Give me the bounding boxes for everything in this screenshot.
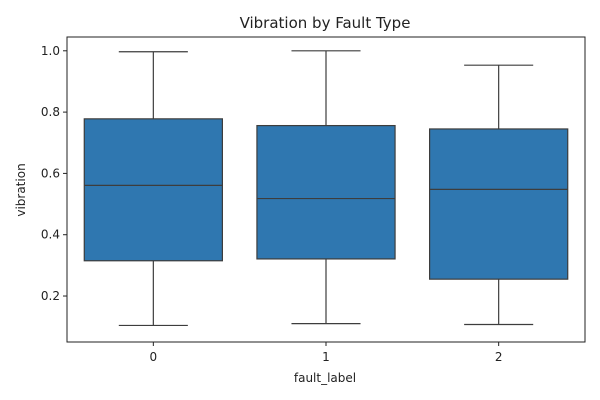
y-tick-label: 1.0 bbox=[41, 44, 60, 58]
box-iqr bbox=[256, 124, 396, 260]
x-axis: 0 1 2 bbox=[150, 342, 503, 364]
y-tick-label: 0.8 bbox=[41, 105, 60, 119]
y-tick-label: 0.4 bbox=[41, 228, 60, 242]
x-axis-title: fault_label bbox=[294, 371, 356, 385]
chart-title: Vibration by Fault Type bbox=[240, 14, 411, 32]
box-group-2 bbox=[429, 64, 569, 326]
box-iqr bbox=[83, 118, 224, 262]
y-tick-label: 0.2 bbox=[41, 289, 60, 303]
y-axis-title: vibration bbox=[14, 163, 28, 216]
box-group-1 bbox=[256, 50, 396, 325]
x-tick-label: 0 bbox=[150, 350, 158, 364]
plot-area bbox=[83, 50, 569, 327]
y-tick-label: 0.6 bbox=[41, 166, 60, 180]
x-tick-label: 2 bbox=[495, 350, 503, 364]
y-axis: 0.2 0.4 0.6 0.8 1.0 bbox=[41, 44, 67, 303]
box-group-0 bbox=[83, 51, 224, 327]
box-iqr bbox=[429, 128, 569, 280]
x-tick-label: 1 bbox=[322, 350, 330, 364]
